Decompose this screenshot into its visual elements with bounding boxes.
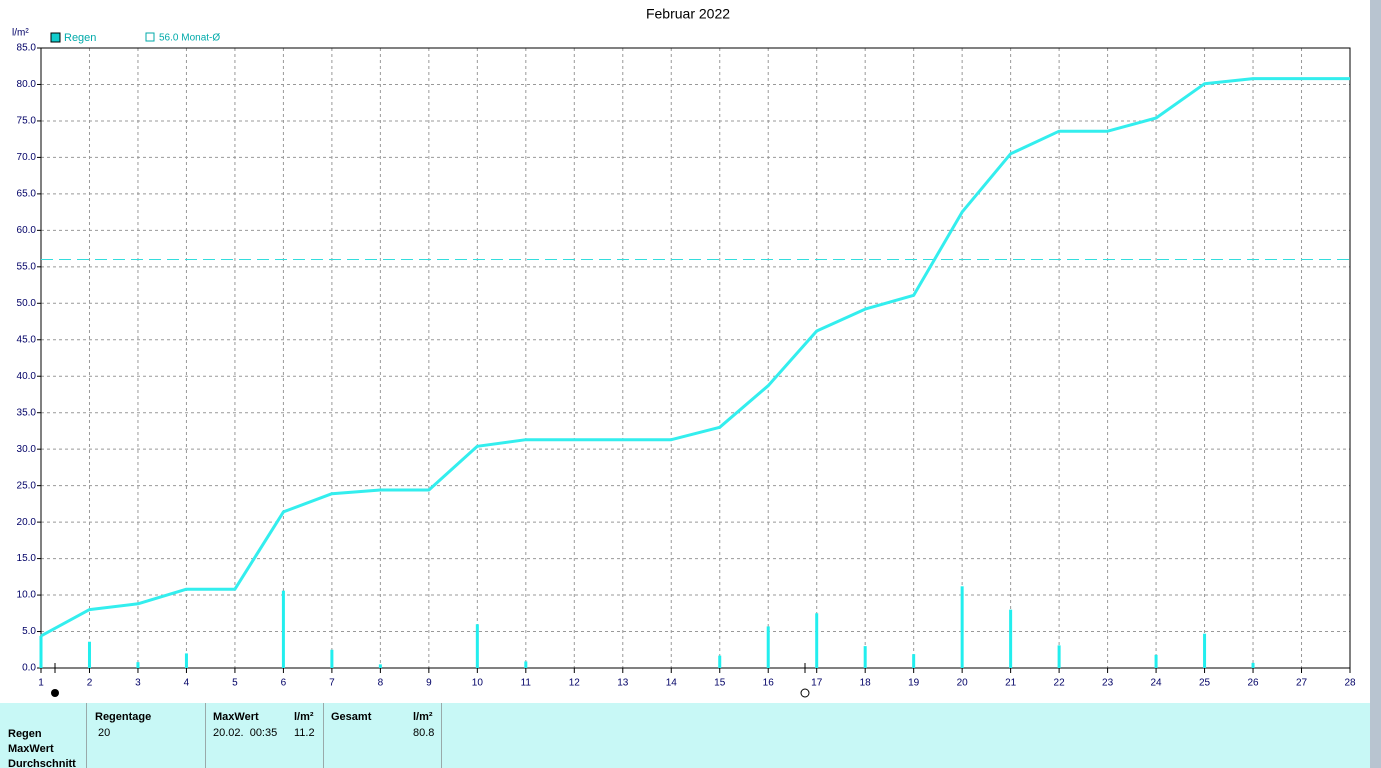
rain-bar (718, 655, 722, 668)
desktop-edge (1370, 0, 1381, 768)
x-tick-label: 12 (569, 678, 581, 689)
rain-bar (815, 613, 819, 668)
row-label: Durchschnitt (8, 758, 76, 768)
x-tick-label: 17 (811, 678, 823, 689)
column-header: Gesamt (331, 711, 372, 723)
rain-bar (281, 590, 285, 668)
x-tick-label: 28 (1344, 678, 1356, 689)
y-tick-label: 20.0 (17, 517, 37, 528)
x-tick-label: 5 (232, 678, 238, 689)
rain-bar (1009, 609, 1013, 668)
y-tick-label: 60.0 (17, 225, 37, 236)
rain-bar (524, 661, 528, 668)
x-tick-label: 16 (763, 678, 775, 689)
x-tick-label: 25 (1199, 678, 1211, 689)
chart-title: Februar 2022 (646, 6, 730, 22)
x-tick-label: 15 (714, 678, 726, 689)
x-tick-label: 3 (135, 678, 141, 689)
legend-label: 56.0 Monat-Ø (159, 33, 220, 44)
x-tick-label: 19 (908, 678, 920, 689)
plot-frame (40, 47, 1351, 669)
x-tick-label: 4 (184, 678, 190, 689)
rain-bar (87, 641, 91, 668)
rain-bar (475, 624, 479, 668)
x-tick-label: 22 (1054, 678, 1066, 689)
y-tick-label: 80.0 (17, 79, 37, 90)
y-tick-label: 45.0 (17, 334, 37, 345)
cell-value: 20.02. 00:35 (213, 727, 278, 739)
x-tick-label: 10 (472, 678, 484, 689)
x-tick-label: 2 (87, 678, 93, 689)
x-tick-label: 14 (666, 678, 678, 689)
cell-value: 20 (98, 727, 111, 739)
x-tick-label: 11 (521, 678, 532, 689)
chart: Februar 2022 l/m² Regen 56.0 Monat-Ø 0.0… (12, 6, 1356, 698)
y-tick-label: 5.0 (22, 626, 36, 637)
x-tick-label: 13 (617, 678, 629, 689)
x-tick-label: 21 (1005, 678, 1017, 689)
y-tick-label: 75.0 (17, 116, 37, 127)
rain-bar (330, 649, 334, 668)
x-tick-label: 9 (426, 678, 432, 689)
rain-bar (1057, 645, 1061, 668)
x-tick-label: 8 (378, 678, 384, 689)
rain-bar (766, 626, 770, 668)
y-tick-label: 85.0 (17, 43, 37, 54)
y-tick-label: 70.0 (17, 152, 37, 163)
rain-bar (1203, 633, 1207, 668)
moon-new-icon (800, 688, 810, 698)
column-unit: l/m² (294, 711, 314, 723)
y-tick-label: 10.0 (17, 590, 37, 601)
x-tick-label: 1 (38, 678, 44, 689)
column-header: Regentage (95, 711, 152, 723)
column-unit: l/m² (413, 711, 433, 723)
separator (441, 703, 442, 768)
moon-full-icon (51, 689, 59, 697)
column-header: MaxWert (213, 711, 259, 723)
rain-bar (863, 646, 867, 668)
rain-bar (184, 653, 188, 668)
legend-swatch (50, 32, 61, 43)
rain-bar (1154, 654, 1158, 668)
y-tick-label: 15.0 (17, 553, 37, 564)
rain-bar (912, 654, 916, 668)
cumulative-line (40, 77, 1350, 638)
row-label: MaxWert (8, 743, 54, 755)
y-tick-label: 0.0 (22, 663, 36, 674)
y-tick-label: 30.0 (17, 444, 37, 455)
rain-bar (960, 586, 964, 668)
rain-bar (136, 662, 140, 668)
separator (323, 703, 324, 768)
legend-label: Regen (64, 32, 96, 44)
cell-value: 80.8 (413, 727, 435, 739)
x-tick-label: 6 (281, 678, 287, 689)
x-tick-label: 23 (1102, 678, 1114, 689)
legend-swatch (145, 32, 155, 42)
y-tick-label: 55.0 (17, 261, 37, 272)
y-tick-label: 65.0 (17, 189, 37, 200)
x-tick-label: 18 (860, 678, 872, 689)
row-label: Regen (8, 728, 42, 740)
x-tick-label: 26 (1247, 678, 1259, 689)
separator (86, 703, 87, 768)
y-tick-label: 25.0 (17, 480, 37, 491)
rain-bar (39, 635, 43, 668)
x-tick-label: 20 (957, 678, 969, 689)
cell-value: 11.2 (294, 727, 315, 739)
stats-panel: Regen MaxWert Durchschnitt Regentage 20 … (0, 703, 1370, 768)
rain-bar (1251, 662, 1255, 668)
separator (205, 703, 206, 768)
y-axis-label: l/m² (12, 28, 29, 39)
rain-bar (378, 664, 382, 668)
x-tick-label: 7 (329, 678, 335, 689)
x-tick-label: 24 (1151, 678, 1163, 689)
y-tick-label: 50.0 (17, 298, 37, 309)
x-tick-label: 27 (1296, 678, 1308, 689)
y-tick-label: 35.0 (17, 407, 37, 418)
y-tick-label: 40.0 (17, 371, 37, 382)
